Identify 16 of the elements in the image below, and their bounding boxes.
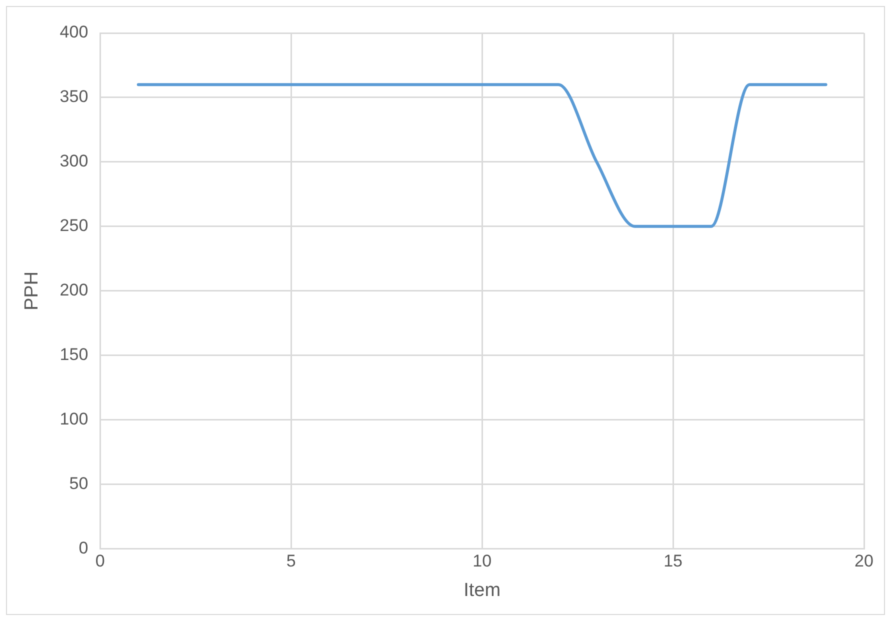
y-tick-label: 400 xyxy=(60,22,88,42)
y-axis-title: PPH xyxy=(22,271,43,310)
x-tick-label: 5 xyxy=(286,552,296,571)
y-tick-label: 50 xyxy=(69,474,88,494)
y-tick-label: 150 xyxy=(60,345,88,364)
y-tick-label: 350 xyxy=(60,87,88,106)
x-tick-label: 10 xyxy=(472,552,492,571)
x-tick-label: 0 xyxy=(95,552,105,571)
x-tick-label: 20 xyxy=(854,552,874,571)
y-tick-label: 300 xyxy=(60,152,88,171)
y-tick-label: 100 xyxy=(60,410,88,429)
x-tick-label: 15 xyxy=(664,552,682,571)
y-tick-label: 0 xyxy=(78,538,88,558)
y-tick-label: 200 xyxy=(60,280,88,300)
y-tick-label: 250 xyxy=(60,216,88,236)
x-axis-title: Item xyxy=(464,580,501,601)
